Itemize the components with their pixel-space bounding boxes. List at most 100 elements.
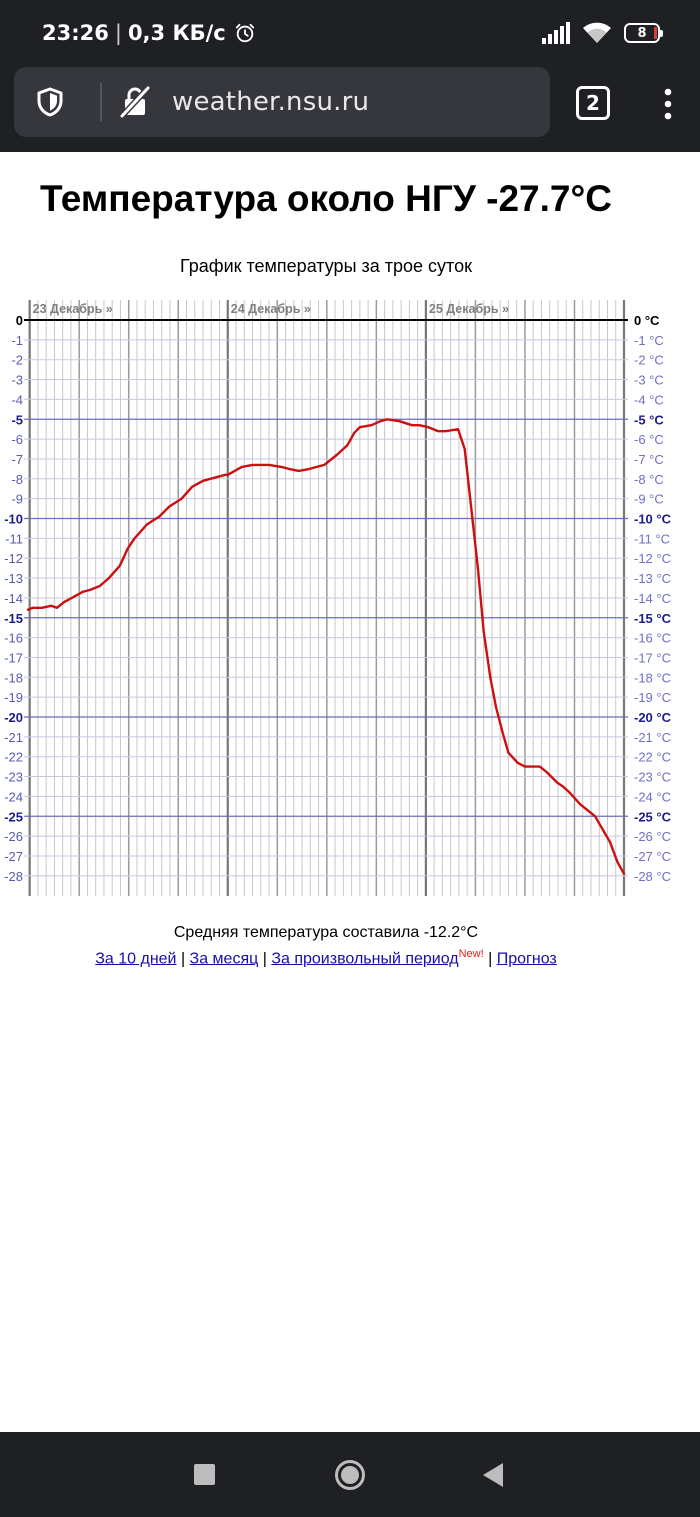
- y-tick-label-right: -6 °C: [634, 432, 664, 447]
- tabs-icon[interactable]: 2: [576, 86, 610, 120]
- y-tick-label-right: -19 °C: [634, 690, 671, 705]
- y-tick-label-right: 0 °C: [634, 313, 660, 328]
- y-tick-label-left: -18: [4, 670, 23, 685]
- battery-fill: [654, 27, 657, 39]
- browser-toolbar: weather.nsu.ru 2: [0, 64, 700, 152]
- y-tick-label-right: -25 °C: [634, 809, 672, 824]
- back-icon[interactable]: [482, 1462, 504, 1488]
- chart-title: График температуры за трое суток: [180, 256, 472, 276]
- temperature-series-line: [26, 418, 626, 875]
- y-tick-label-left: -12: [4, 551, 23, 566]
- new-badge: New!: [458, 948, 484, 960]
- home-icon[interactable]: [334, 1459, 366, 1491]
- y-tick-label-left: -27: [4, 849, 23, 864]
- y-tick-label-left: -21: [4, 730, 23, 745]
- y-tick-label-left: -14: [4, 591, 23, 606]
- address-bar[interactable]: weather.nsu.ru: [14, 67, 550, 137]
- alarm-icon: [235, 23, 254, 43]
- y-tick-label-right: -26 °C: [634, 829, 671, 844]
- y-tick-label-right: -18 °C: [634, 670, 671, 685]
- y-tick-label-right: -27 °C: [634, 849, 671, 864]
- y-tick-label-right: -16 °C: [634, 631, 671, 646]
- y-tick-label-left: -7: [11, 452, 23, 467]
- y-tick-label-left: -17: [4, 650, 23, 665]
- y-tick-label-left: -24: [4, 789, 23, 804]
- status-time: 23:26: [42, 21, 109, 45]
- y-tick-label-right: -24 °C: [634, 789, 671, 804]
- chart-day-labels: 23 Декабрь » 24 Декабрь » 25 Декабрь »: [33, 302, 509, 316]
- y-tick-label-left: -5: [11, 412, 23, 427]
- y-tick-label-left: -9: [11, 492, 23, 507]
- tab-count: 2: [586, 91, 600, 115]
- battery-level: 8: [637, 25, 647, 41]
- no-lock-icon[interactable]: [118, 85, 152, 119]
- y-tick-label-right: -7 °C: [634, 452, 664, 467]
- link-separator: |: [176, 950, 190, 968]
- link-custom-period[interactable]: За произвольный период: [271, 950, 459, 968]
- url-text[interactable]: weather.nsu.ru: [172, 87, 370, 117]
- status-separator: |: [114, 21, 122, 45]
- y-tick-label-left: -22: [4, 750, 23, 765]
- y-tick-label-left: -20: [4, 710, 23, 725]
- battery-icon: 8: [624, 23, 663, 43]
- shield-icon[interactable]: [34, 86, 66, 118]
- average-temperature: Средняя температура составила -12.2°C: [173, 924, 479, 941]
- period-links: За 10 дней | За месяц | За произвольный …: [0, 948, 652, 968]
- y-tick-label-left: -16: [4, 631, 23, 646]
- link-forecast[interactable]: Прогноз: [496, 950, 557, 968]
- y-tick-label-right: -4 °C: [634, 392, 664, 407]
- day-label: 25 Декабрь »: [429, 302, 509, 316]
- y-tick-label-right: -9 °C: [634, 492, 664, 507]
- y-tick-label-left: -3: [11, 373, 23, 388]
- y-tick-label-left: -10: [4, 512, 23, 527]
- signal-icon: [542, 22, 570, 44]
- y-tick-label-right: -10 °C: [634, 512, 672, 527]
- y-tick-label-right: -11 °C: [634, 531, 670, 546]
- link-10-days[interactable]: За 10 дней: [95, 950, 177, 968]
- y-tick-label-right: -1 °C: [634, 333, 664, 348]
- y-tick-label-left: -1: [11, 333, 23, 348]
- y-tick-label-left: 0: [16, 313, 23, 328]
- y-tick-label-right: -13 °C: [634, 571, 671, 586]
- y-tick-label-left: -28: [4, 869, 23, 884]
- y-tick-label-right: -28 °C: [634, 869, 671, 884]
- y-tick-label-left: -19: [4, 690, 23, 705]
- chart-grid: [24, 300, 628, 896]
- y-tick-label-left: -15: [4, 611, 23, 626]
- y-tick-label-right: -5 °C: [634, 412, 664, 427]
- y-tick-label-left: -23: [4, 770, 23, 785]
- link-month[interactable]: За месяц: [189, 950, 259, 968]
- wifi-icon: [583, 22, 611, 43]
- temperature-chart: 23 Декабрь » 24 Декабрь » 25 Декабрь » 0 0 …: [4, 300, 672, 896]
- y-tick-label-left: -2: [11, 353, 23, 368]
- link-separator: |: [483, 950, 497, 968]
- y-tick-label-right: -14 °C: [634, 591, 671, 606]
- status-bar: 23:26 | 0,3 КБ/с 8: [0, 0, 700, 64]
- y-tick-label-right: -17 °C: [634, 650, 671, 665]
- navigation-bar: [0, 1432, 700, 1517]
- y-tick-label-right: -3 °C: [634, 373, 664, 388]
- y-tick-label-right: -15 °C: [634, 611, 672, 626]
- recent-apps-icon[interactable]: [194, 1464, 215, 1485]
- status-left: 23:26 | 0,3 КБ/с: [42, 18, 256, 48]
- link-separator: |: [258, 950, 272, 968]
- address-divider: [100, 83, 102, 121]
- status-right: 8: [542, 18, 663, 48]
- y-tick-label-left: -26: [4, 829, 23, 844]
- page-title: Температура около НГУ -27.7°C: [40, 178, 612, 219]
- y-tick-label-right: -22 °C: [634, 750, 671, 765]
- y-tick-label-right: -20 °C: [634, 710, 672, 725]
- chart-y-labels: 0 0 °C -1 -1 °C -2 -2 °C -3 -3 °C -4 -4 °C -5 -5 °C…: [4, 313, 671, 884]
- more-vert-icon[interactable]: [656, 86, 680, 122]
- y-tick-label-left: -11: [5, 531, 23, 546]
- y-tick-label-left: -13: [4, 571, 23, 586]
- y-tick-label-right: -8 °C: [634, 472, 664, 487]
- day-label: 23 Декабрь »: [33, 302, 113, 316]
- y-tick-label-left: -8: [11, 472, 23, 487]
- y-tick-label-left: -6: [11, 432, 23, 447]
- y-tick-label-right: -23 °C: [634, 770, 671, 785]
- chart-series: [26, 418, 626, 875]
- y-tick-label-right: -12 °C: [634, 551, 671, 566]
- y-tick-label-right: -2 °C: [634, 353, 664, 368]
- y-tick-label-left: -4: [11, 392, 23, 407]
